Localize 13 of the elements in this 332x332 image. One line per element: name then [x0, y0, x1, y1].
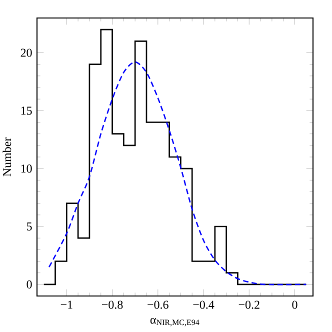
y-tick-label: 20	[20, 48, 32, 57]
x-tick-label: −1	[60, 300, 72, 309]
x-tick-label: −0.6	[148, 300, 168, 309]
x-tick-label: −0.8	[102, 300, 123, 309]
y-tick-label: 5	[26, 222, 32, 230]
x-tick-label: −0.2	[238, 300, 260, 309]
x-tick-label: −0.4	[193, 300, 214, 309]
y-tick-label: 0	[26, 280, 32, 288]
x-tick-label: 0	[292, 300, 298, 309]
y-tick-label: 15	[21, 106, 32, 115]
y-axis-title: Number	[2, 137, 12, 176]
x-axis-title: α$_{NIR,MC,E94}$	[150, 318, 200, 326]
y-tick-label: 10	[21, 164, 32, 173]
